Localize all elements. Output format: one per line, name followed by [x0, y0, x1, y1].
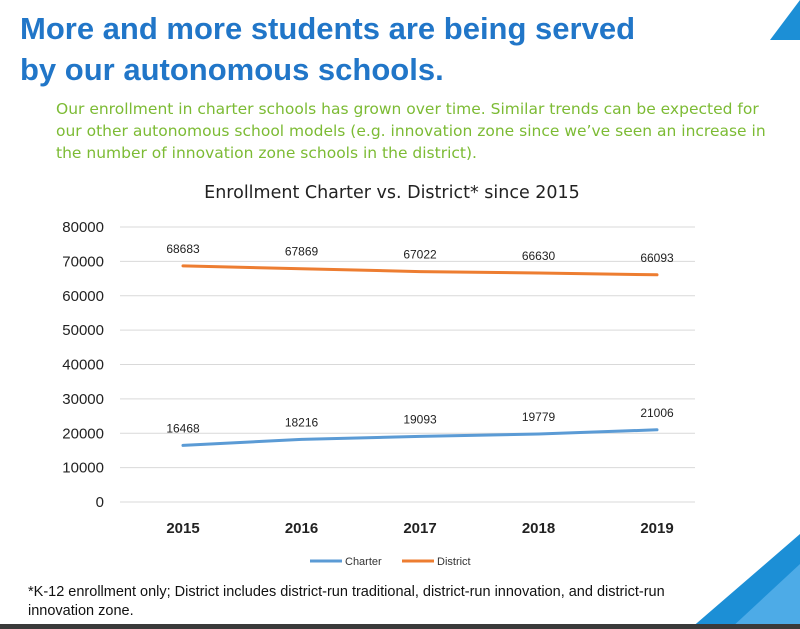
corner-triangle-bottom-light [730, 564, 800, 629]
slide-title: More and more students are being served … [20, 11, 636, 87]
x-tick-label: 2018 [522, 520, 555, 537]
legend-label-district: District [437, 556, 471, 568]
corner-decoration-top [770, 0, 800, 40]
x-tick-label: 2015 [166, 520, 199, 537]
data-labels: 16468 18216 19093 19779 21006 68683 67869 67022… [166, 242, 674, 435]
x-axis-ticks: 2015 2016 2017 2018 2019 [166, 520, 673, 537]
data-label-district: 67022 [403, 248, 437, 262]
footnote: *K-12 enrollment only; District includes… [28, 584, 665, 619]
data-label-charter: 19779 [522, 410, 556, 424]
chart-svg: Enrollment Charter vs. District* since 2… [62, 183, 695, 568]
enrollment-chart: Enrollment Charter vs. District* since 2… [0, 170, 800, 580]
gridlines [120, 226, 695, 503]
y-tick-label: 30000 [62, 391, 104, 408]
x-tick-label: 2017 [403, 520, 436, 537]
legend-label-charter: Charter [345, 556, 382, 568]
data-label-charter: 18216 [285, 415, 319, 429]
data-label-charter: 21006 [640, 406, 674, 420]
y-tick-label: 60000 [62, 288, 104, 305]
y-tick-label: 70000 [62, 253, 104, 270]
y-tick-label: 20000 [62, 425, 104, 442]
corner-triangle-top [770, 0, 800, 40]
chart-title: Enrollment Charter vs. District* since 2… [204, 183, 580, 203]
y-tick-label: 0 [96, 494, 104, 511]
slide-subtitle: Our enrollment in charter schools has gr… [56, 100, 766, 162]
y-tick-label: 40000 [62, 357, 104, 374]
data-label-charter: 16468 [166, 421, 200, 435]
x-tick-label: 2019 [640, 520, 673, 537]
y-tick-label: 80000 [62, 219, 104, 236]
data-label-district: 68683 [166, 242, 200, 256]
data-label-district: 66093 [640, 251, 674, 265]
legend: Charter District [310, 556, 471, 568]
data-label-district: 66630 [522, 249, 556, 263]
series-lines [181, 264, 659, 447]
bottom-bar [0, 624, 800, 629]
data-label-charter: 19093 [403, 412, 437, 426]
x-tick-label: 2016 [285, 520, 318, 537]
y-tick-label: 10000 [62, 460, 104, 477]
series-line-charter [181, 428, 659, 447]
y-tick-label: 50000 [62, 322, 104, 339]
y-axis-ticks: 0 10000 20000 30000 40000 50000 60000 70000 8000… [62, 219, 104, 511]
data-label-district: 67869 [285, 245, 319, 259]
corner-decoration-bottom [690, 534, 800, 629]
series-line-district [181, 264, 659, 277]
